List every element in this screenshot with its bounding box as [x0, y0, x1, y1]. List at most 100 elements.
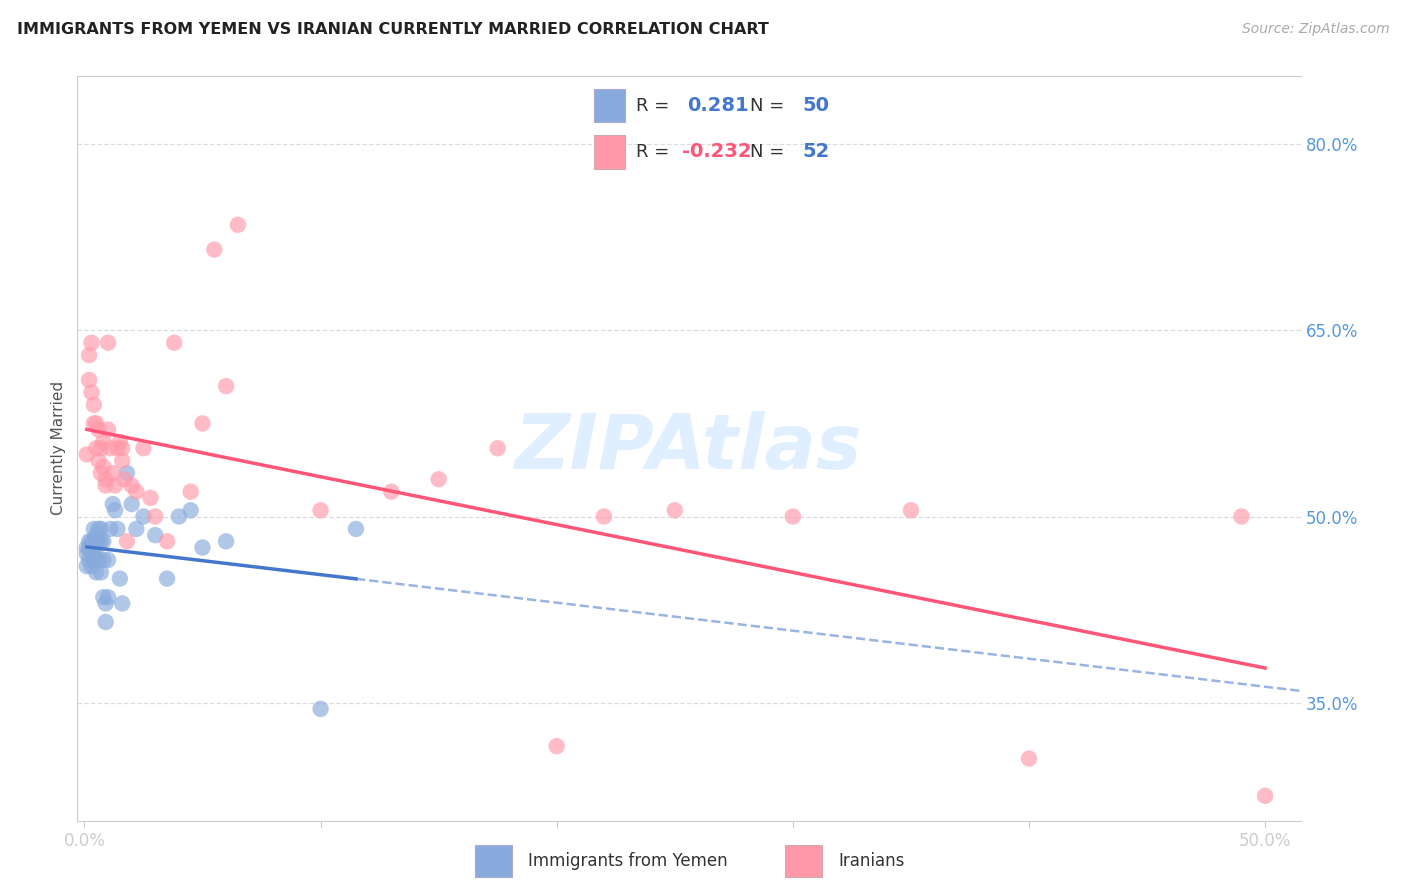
Point	[84, 534, 107, 549]
Point	[104, 503, 127, 517]
Point	[107, 522, 129, 536]
Point	[101, 466, 124, 480]
Text: -0.232: -0.232	[682, 143, 752, 161]
Point	[215, 379, 238, 393]
Point	[84, 417, 107, 431]
Point	[226, 218, 249, 232]
Text: R =: R =	[636, 143, 675, 161]
FancyBboxPatch shape	[593, 89, 626, 122]
Point	[83, 541, 105, 555]
FancyBboxPatch shape	[475, 846, 512, 878]
Point	[115, 534, 138, 549]
Text: Source: ZipAtlas.com: Source: ZipAtlas.com	[1241, 22, 1389, 37]
Point	[87, 522, 110, 536]
Point	[90, 522, 112, 536]
Point	[132, 442, 155, 455]
Point	[90, 534, 112, 549]
Text: 0.281: 0.281	[688, 96, 749, 115]
Point	[202, 243, 225, 257]
Text: Iranians: Iranians	[838, 852, 904, 871]
Point	[143, 528, 166, 542]
Point	[83, 534, 105, 549]
Point	[91, 435, 114, 450]
Point	[782, 509, 804, 524]
Point	[80, 385, 103, 400]
Point	[108, 572, 131, 586]
Point	[121, 478, 143, 492]
Point	[84, 553, 107, 567]
Text: N =: N =	[749, 97, 790, 115]
Point	[143, 509, 166, 524]
Text: 52: 52	[801, 143, 830, 161]
Text: ZIPAtlas: ZIPAtlas	[515, 411, 863, 485]
Point	[91, 591, 114, 605]
Point	[91, 534, 114, 549]
Point	[97, 553, 120, 567]
Point	[91, 459, 114, 474]
Point	[76, 541, 98, 555]
Point	[344, 522, 367, 536]
Point	[100, 522, 122, 536]
Point	[139, 491, 162, 505]
Point	[309, 503, 332, 517]
FancyBboxPatch shape	[785, 846, 823, 878]
Point	[191, 417, 214, 431]
Text: R =: R =	[636, 97, 675, 115]
Point	[94, 478, 117, 492]
FancyBboxPatch shape	[593, 136, 626, 169]
Point	[94, 615, 117, 629]
Point	[900, 503, 922, 517]
Point	[94, 596, 117, 610]
Point	[84, 528, 107, 542]
Point	[125, 484, 148, 499]
Point	[156, 572, 179, 586]
Point	[83, 398, 105, 412]
Point	[90, 442, 112, 455]
Text: Immigrants from Yemen: Immigrants from Yemen	[529, 852, 728, 871]
Point	[87, 423, 110, 437]
Point	[84, 442, 107, 455]
Text: 50: 50	[801, 96, 830, 115]
Point	[77, 348, 100, 362]
Point	[180, 484, 202, 499]
Point	[80, 559, 103, 574]
Y-axis label: Currently Married: Currently Married	[51, 381, 66, 516]
Point	[91, 553, 114, 567]
Point	[84, 541, 107, 555]
Point	[104, 478, 127, 492]
Point	[111, 453, 134, 467]
Point	[163, 335, 186, 350]
Point	[83, 417, 105, 431]
Point	[77, 373, 100, 387]
Point	[77, 553, 100, 567]
Point	[76, 559, 98, 574]
Point	[180, 503, 202, 517]
Point	[100, 442, 122, 455]
Point	[83, 522, 105, 536]
Point	[80, 534, 103, 549]
Point	[101, 497, 124, 511]
Point	[83, 553, 105, 567]
Point	[593, 509, 616, 524]
Point	[115, 466, 138, 480]
Point	[87, 453, 110, 467]
Point	[94, 472, 117, 486]
Point	[77, 541, 100, 555]
Point	[132, 509, 155, 524]
Point	[90, 466, 112, 480]
Point	[191, 541, 214, 555]
Point	[156, 534, 179, 549]
Point	[80, 541, 103, 555]
Point	[111, 442, 134, 455]
Point	[97, 591, 120, 605]
Point	[87, 534, 110, 549]
Point	[77, 534, 100, 549]
Point	[1018, 751, 1040, 765]
Text: N =: N =	[749, 143, 790, 161]
Point	[87, 553, 110, 567]
Point	[121, 497, 143, 511]
Point	[427, 472, 450, 486]
Point	[1230, 509, 1253, 524]
Point	[80, 335, 103, 350]
Point	[215, 534, 238, 549]
